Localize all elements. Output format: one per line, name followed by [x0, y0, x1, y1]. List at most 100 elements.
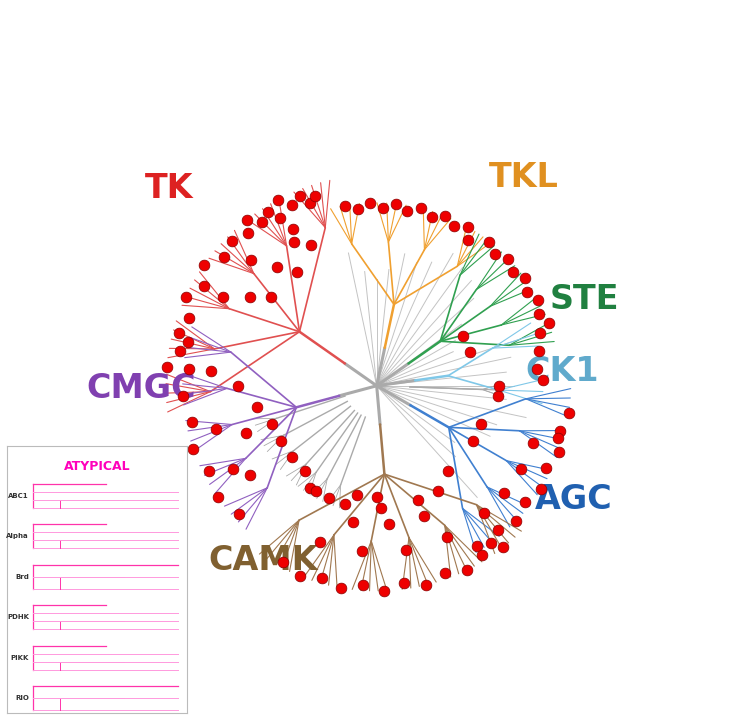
- Point: [217, 292, 229, 303]
- Point: [243, 227, 254, 238]
- Point: [420, 579, 432, 590]
- Point: [212, 491, 223, 503]
- Point: [478, 508, 490, 519]
- Text: CK1: CK1: [526, 356, 599, 388]
- Point: [540, 463, 552, 474]
- Point: [300, 465, 312, 477]
- Point: [470, 540, 482, 552]
- Point: [183, 364, 195, 375]
- Point: [527, 437, 539, 449]
- Point: [275, 436, 287, 447]
- Point: [187, 444, 199, 455]
- Point: [265, 291, 276, 302]
- Point: [553, 426, 565, 437]
- Point: [537, 374, 549, 386]
- Point: [347, 516, 359, 528]
- Point: [180, 291, 192, 302]
- Point: [370, 491, 382, 503]
- Point: [294, 570, 306, 582]
- Point: [243, 469, 255, 480]
- Point: [356, 546, 368, 557]
- Point: [510, 515, 522, 526]
- Point: [383, 518, 395, 530]
- Text: AGC: AGC: [534, 483, 612, 516]
- Point: [304, 198, 316, 210]
- Point: [161, 361, 173, 373]
- Point: [462, 234, 473, 246]
- Point: [431, 486, 443, 498]
- Point: [492, 380, 504, 392]
- Point: [183, 312, 195, 323]
- Point: [457, 330, 469, 341]
- Point: [351, 489, 363, 500]
- Point: [476, 549, 488, 561]
- Point: [271, 261, 283, 273]
- Point: [534, 327, 546, 338]
- Point: [305, 239, 317, 251]
- Point: [439, 567, 451, 579]
- Text: CMGC: CMGC: [86, 372, 196, 405]
- Point: [304, 482, 316, 494]
- Point: [227, 463, 239, 474]
- Point: [552, 432, 564, 444]
- Point: [467, 436, 478, 447]
- Point: [542, 318, 554, 329]
- Point: [563, 407, 575, 418]
- Point: [314, 536, 326, 548]
- Point: [340, 498, 351, 509]
- Point: [272, 194, 284, 205]
- Point: [335, 582, 347, 593]
- Point: [203, 466, 215, 477]
- Point: [226, 235, 237, 246]
- Point: [475, 418, 487, 429]
- Text: ABC1: ABC1: [8, 492, 29, 499]
- Point: [492, 391, 504, 402]
- Point: [400, 544, 412, 555]
- Point: [521, 286, 533, 297]
- Point: [309, 190, 321, 202]
- Point: [415, 202, 427, 214]
- Point: [506, 266, 518, 277]
- Point: [441, 531, 453, 542]
- Point: [553, 446, 565, 458]
- Point: [323, 492, 335, 504]
- Point: [339, 200, 351, 212]
- Point: [182, 336, 193, 348]
- Text: PIKK: PIKK: [10, 654, 29, 661]
- Point: [245, 255, 257, 266]
- Point: [210, 423, 222, 435]
- Text: RIO: RIO: [15, 695, 29, 701]
- Point: [251, 401, 262, 413]
- Point: [357, 579, 369, 590]
- Point: [492, 524, 503, 536]
- Point: [287, 199, 298, 211]
- Point: [262, 206, 274, 217]
- Point: [484, 236, 495, 248]
- Point: [514, 463, 526, 474]
- Point: [291, 266, 303, 278]
- Point: [503, 253, 514, 264]
- Point: [412, 495, 424, 506]
- Point: [286, 451, 298, 463]
- Point: [186, 416, 198, 428]
- Text: STE: STE: [550, 284, 620, 316]
- Point: [418, 510, 430, 522]
- Point: [257, 217, 268, 228]
- Text: Alpha: Alpha: [7, 534, 29, 539]
- Point: [287, 223, 299, 235]
- Point: [535, 483, 547, 495]
- Point: [198, 280, 209, 292]
- Point: [243, 291, 255, 302]
- Point: [440, 210, 451, 222]
- Point: [241, 214, 253, 225]
- Point: [218, 252, 229, 264]
- Point: [365, 197, 376, 209]
- Text: TK: TK: [145, 173, 193, 205]
- Point: [490, 248, 501, 260]
- Point: [352, 204, 364, 215]
- Point: [198, 259, 210, 271]
- Point: [532, 294, 544, 306]
- Point: [531, 363, 542, 374]
- Point: [267, 418, 279, 429]
- Point: [310, 486, 322, 498]
